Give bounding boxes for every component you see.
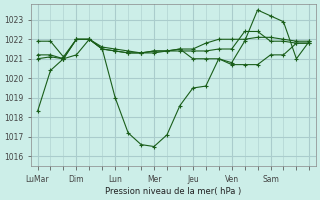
X-axis label: Pression niveau de la mer( hPa ): Pression niveau de la mer( hPa ) bbox=[105, 187, 242, 196]
